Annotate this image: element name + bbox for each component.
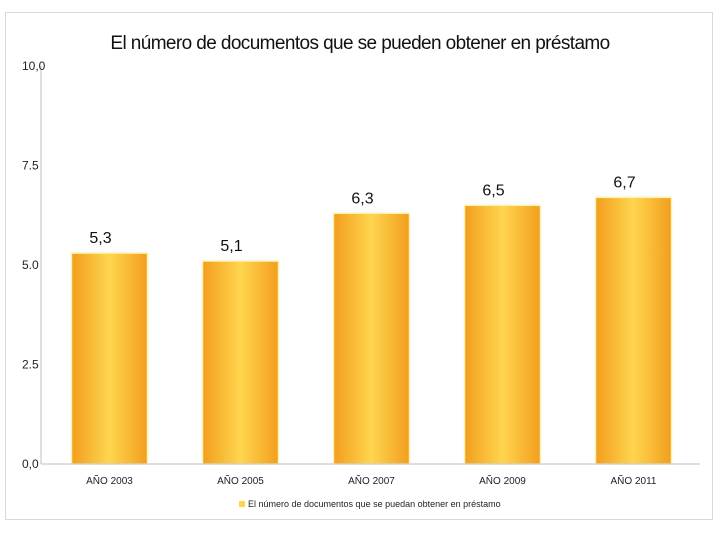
y-tick-label: 2.5 [22, 358, 39, 372]
bars-group: 5,3 5,1 6,3 6,5 6,7 [70, 174, 673, 465]
x-tick-label: AÑO 2009 [479, 474, 526, 487]
data-label: 6,5 [482, 182, 504, 199]
legend: El número de documentos que se puedan ob… [239, 499, 501, 509]
legend-label: El número de documentos que se puedan ob… [248, 499, 501, 509]
y-axis: 0,0 2.5 5.0 7.5 10,0 [22, 59, 46, 471]
data-label: 5,3 [89, 230, 111, 247]
bar [594, 196, 673, 465]
x-axis: AÑO 2003 AÑO 2005 AÑO 2007 AÑO 2009 AÑO 2011 [41, 463, 700, 487]
y-tick-label: 7.5 [22, 159, 39, 173]
bar [70, 252, 149, 465]
y-tick-label: 0,0 [22, 457, 39, 471]
y-tick-label: 10,0 [22, 59, 46, 73]
chart-title: El número de documentos que se pueden ob… [110, 33, 609, 54]
x-tick-label: AÑO 2011 [611, 474, 657, 487]
x-tick-label: AÑO 2005 [217, 474, 264, 487]
data-label: 5,1 [220, 238, 242, 255]
x-tick-label: AÑO 2003 [86, 474, 133, 487]
y-tick-label: 5.0 [22, 258, 39, 272]
chart-frame [5, 12, 713, 520]
bar [201, 260, 280, 465]
data-label: 6,7 [613, 174, 635, 191]
x-tick-label: AÑO 2007 [348, 474, 395, 487]
bar [463, 204, 542, 465]
bar [332, 212, 411, 465]
legend-swatch [239, 501, 245, 507]
data-label: 6,3 [351, 190, 373, 207]
